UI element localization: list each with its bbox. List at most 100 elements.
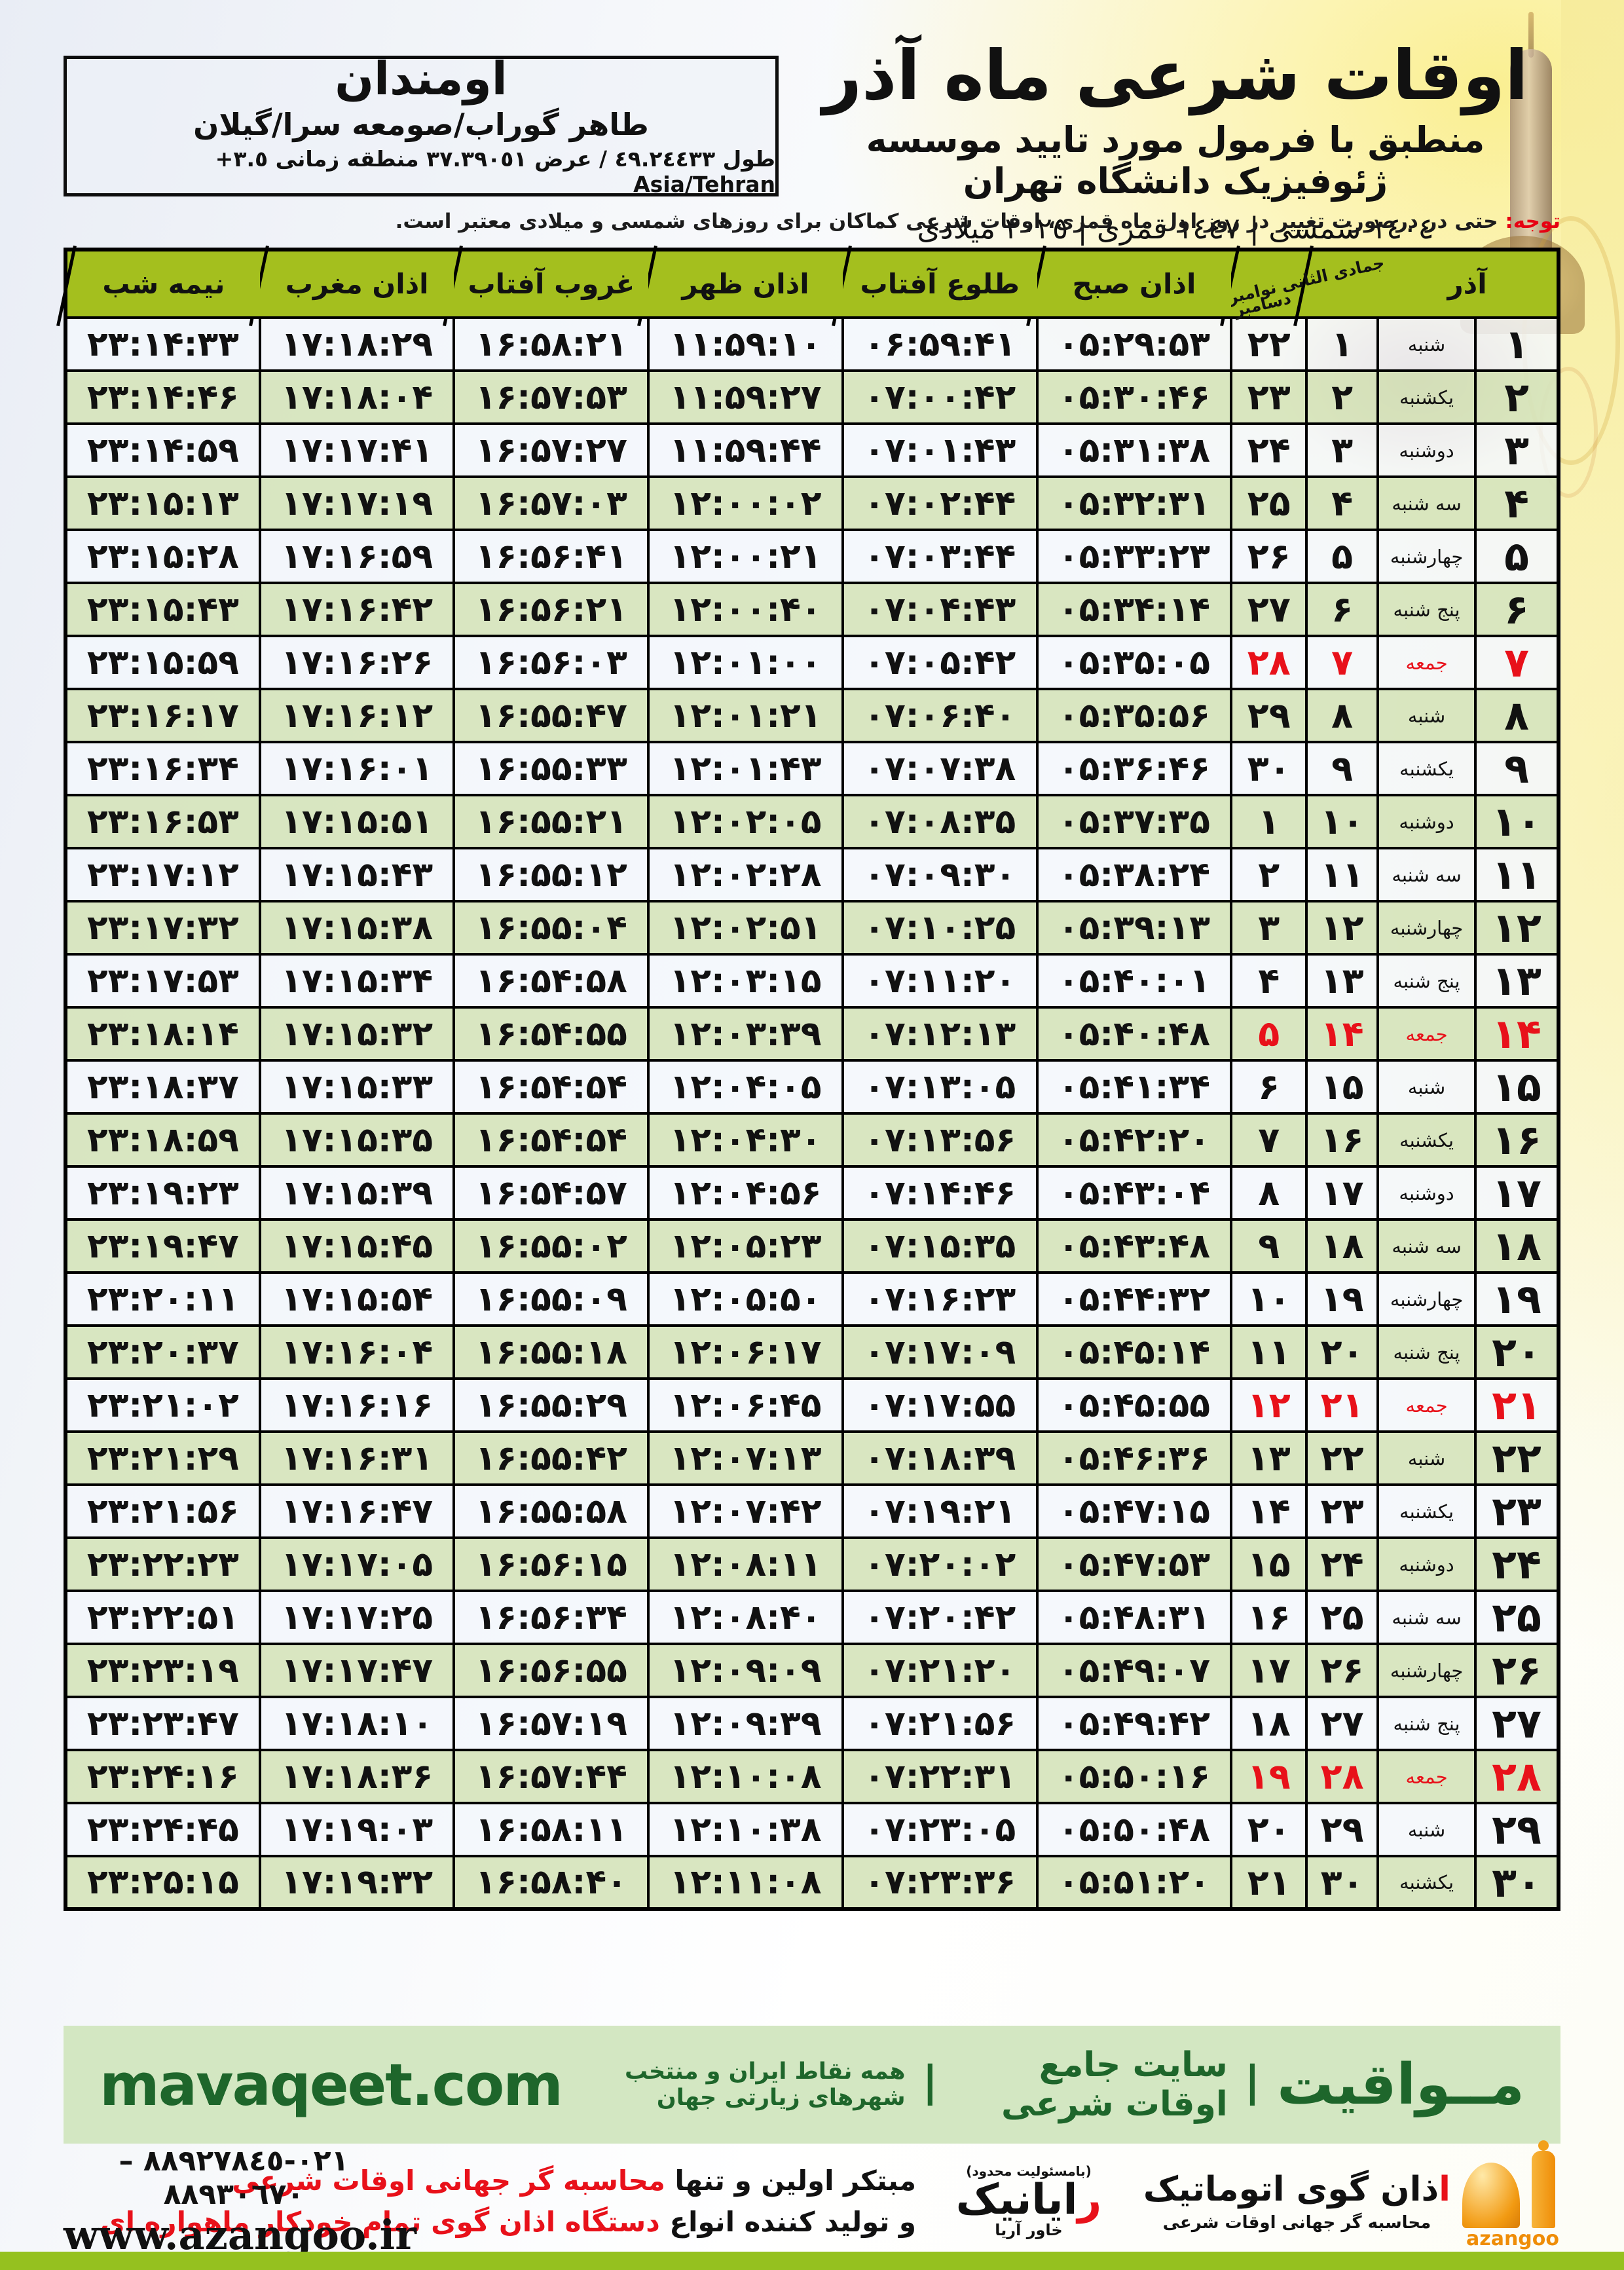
azangoo-dome-icon: azangoo xyxy=(1462,2140,1560,2250)
cell-sunrise: ۰۷:۱۴:۴۶ xyxy=(841,1165,1039,1221)
cell-azan-maghreb: ۱۷:۱۵:۳۵ xyxy=(258,1112,456,1168)
cell-hijri-day: ۲۰ xyxy=(1305,1324,1380,1380)
cell-sunset: ۱۶:۵۸:۴۰ xyxy=(452,1855,650,1910)
cell-azar-day: ۸ xyxy=(1474,688,1560,743)
cell-sunset: ۱۶:۵۵:۰۹ xyxy=(452,1271,650,1327)
cell-sunset: ۱۶:۵۵:۱۲ xyxy=(452,847,650,902)
cell-weekday: شنبه xyxy=(1376,1802,1477,1857)
cell-azar-day: ۱۶ xyxy=(1474,1112,1560,1168)
cell-gregorian-day: ۱۶ xyxy=(1230,1590,1308,1645)
cell-sunrise: ۰۷:۰۵:۴۲ xyxy=(841,635,1039,690)
cell-midnight: ۲۳:۲۲:۲۳ xyxy=(64,1536,261,1592)
table-header-row: آذر جمادی الثانی نوامبر دسامبر اذان صبح … xyxy=(56,245,1559,327)
cell-sunrise: ۰۷:۲۲:۳۱ xyxy=(841,1749,1039,1804)
coords-text: طول ٤٩.٢٤٤٣٣ / عرض ٣٧.٣٩٠٥١ منطقه زمانی xyxy=(275,146,775,172)
table-row: ۱۸ سه شنبه ۱۸ ۹ ۰۵:۴۳:۴۸ ۰۷:۱۵:۳۵ ۱۲:۰۵:۲۳ ۱۶:۵… xyxy=(64,1218,1560,1274)
cell-azan-maghreb: ۱۷:۱۶:۰۴ xyxy=(258,1324,456,1380)
cell-midnight: ۲۳:۱۶:۵۳ xyxy=(64,794,261,849)
cell-weekday: پنج شنبه xyxy=(1376,1696,1477,1751)
cell-weekday: دوشنبه xyxy=(1376,794,1477,849)
cell-azan-maghreb: ۱۷:۱۶:۰۱ xyxy=(258,741,456,796)
cell-sunrise: ۰۷:۰۳:۴۴ xyxy=(841,529,1039,584)
cell-azan-sobh: ۰۵:۴۰:۰۱ xyxy=(1035,953,1233,1009)
cell-azar-day: ۳ xyxy=(1474,422,1560,478)
cell-sunrise: ۰۷:۰۹:۳۰ xyxy=(841,847,1039,902)
footer-bar: مــواقیت | سایت جامع اوقات شرعی | همه نق… xyxy=(64,2026,1560,2144)
bottom-green-bar xyxy=(0,2252,1624,2270)
table-row: ۱۲ چهارشنبه ۱۲ ۳ ۰۵:۳۹:۱۳ ۰۷:۱۰:۲۵ ۱۲:۰۲:۵۱ ۱۶:… xyxy=(64,900,1560,956)
cell-azan-zohr: ۱۲:۰۲:۲۸ xyxy=(647,847,844,902)
cell-azar-day: ۱۳ xyxy=(1474,953,1560,1009)
cell-azan-maghreb: ۱۷:۱۷:۴۱ xyxy=(258,422,456,478)
cell-azan-sobh: ۰۵:۴۸:۳۱ xyxy=(1035,1590,1233,1645)
table-row: ۱۶ یکشنبه ۱۶ ۷ ۰۵:۴۲:۲۰ ۰۷:۱۳:۵۶ ۱۲:۰۴:۳۰ ۱۶:۵۴… xyxy=(64,1112,1560,1168)
cell-hijri-day: ۱۳ xyxy=(1305,953,1380,1009)
cell-gregorian-day: ۱۸ xyxy=(1230,1696,1308,1751)
cell-weekday: سه شنبه xyxy=(1376,1590,1477,1645)
cell-weekday: یکشنبه xyxy=(1376,369,1477,425)
timezone-name: Asia/Tehran xyxy=(633,172,775,198)
cell-azar-day: ۱۱ xyxy=(1474,847,1560,902)
header-hijri-gregorian: جمادی الثانی نوامبر دسامبر xyxy=(1220,245,1386,327)
cell-sunset: ۱۶:۵۵:۰۴ xyxy=(452,900,650,956)
cell-gregorian-day: ۶ xyxy=(1230,1059,1308,1115)
cell-weekday: جمعه xyxy=(1376,1377,1477,1433)
cell-azar-day: ۹ xyxy=(1474,741,1560,796)
cell-weekday: جمعه xyxy=(1376,1749,1477,1804)
cell-weekday: یکشنبه xyxy=(1376,741,1477,796)
cell-azan-maghreb: ۱۷:۱۶:۴۲ xyxy=(258,582,456,637)
cell-azar-day: ۱۲ xyxy=(1474,900,1560,956)
cell-azan-sobh: ۰۵:۴۱:۳۴ xyxy=(1035,1059,1233,1115)
cell-hijri-day: ۱۴ xyxy=(1305,1006,1380,1062)
cell-gregorian-day: ۲۶ xyxy=(1230,529,1308,584)
cell-midnight: ۲۳:۲۵:۱۵ xyxy=(64,1855,261,1910)
cell-hijri-day: ۱۶ xyxy=(1305,1112,1380,1168)
cell-gregorian-day: ۱۹ xyxy=(1230,1749,1308,1804)
cell-gregorian-day: ۵ xyxy=(1230,1006,1308,1062)
footer-taglines: مــواقیت | سایت جامع اوقات شرعی | همه نق… xyxy=(562,2045,1524,2124)
cell-midnight: ۲۳:۱۴:۳۳ xyxy=(64,316,261,372)
cell-midnight: ۲۳:۲۴:۱۶ xyxy=(64,1749,261,1804)
cell-sunrise: ۰۷:۰۷:۳۸ xyxy=(841,741,1039,796)
cell-azan-sobh: ۰۵:۴۷:۵۳ xyxy=(1035,1536,1233,1592)
cell-midnight: ۲۳:۱۷:۱۲ xyxy=(64,847,261,902)
cell-sunrise: ۰۷:۲۰:۴۲ xyxy=(841,1590,1039,1645)
table-row: ۲۰ پنج شنبه ۲۰ ۱۱ ۰۵:۴۵:۱۴ ۰۷:۱۷:۰۹ ۱۲:۰۶:۱۷ ۱۶… xyxy=(64,1324,1560,1380)
cell-weekday: جمعه xyxy=(1376,635,1477,690)
cell-sunrise: ۰۷:۰۰:۴۲ xyxy=(841,369,1039,425)
cell-azan-maghreb: ۱۷:۱۵:۵۴ xyxy=(258,1271,456,1327)
location-name: اومندان xyxy=(335,51,507,105)
cell-azar-day: ۱ xyxy=(1474,316,1560,372)
cell-azan-zohr: ۱۲:۰۰:۲۱ xyxy=(647,529,844,584)
cell-sunrise: ۰۷:۲۱:۲۰ xyxy=(841,1643,1039,1698)
prayer-times-table: آذر جمادی الثانی نوامبر دسامبر اذان صبح … xyxy=(56,245,1560,1911)
cell-azan-maghreb: ۱۷:۱۸:۰۴ xyxy=(258,369,456,425)
cell-azan-maghreb: ۱۷:۱۶:۱۲ xyxy=(258,688,456,743)
cell-weekday: یکشنبه xyxy=(1376,1483,1477,1539)
cell-azan-zohr: ۱۲:۰۱:۰۰ xyxy=(647,635,844,690)
cell-azar-day: ۲۷ xyxy=(1474,1696,1560,1751)
cell-gregorian-day: ۱۳ xyxy=(1230,1430,1308,1486)
cell-midnight: ۲۳:۱۸:۵۹ xyxy=(64,1112,261,1168)
table-row: ۱۰ دوشنبه ۱۰ ۱ ۰۵:۳۷:۳۵ ۰۷:۰۸:۳۵ ۱۲:۰۲:۰۵ ۱۶:۵۵… xyxy=(64,794,1560,849)
rayanik-note: (بامسئولیت محدود) xyxy=(966,2163,1092,2179)
cell-sunset: ۱۶:۵۴:۵۴ xyxy=(452,1112,650,1168)
timezone-offset: +٣.٥ xyxy=(215,146,268,172)
dome-icon xyxy=(1462,2163,1520,2228)
cell-azan-zohr: ۱۲:۱۰:۰۸ xyxy=(647,1749,844,1804)
cell-hijri-day: ۱۷ xyxy=(1305,1165,1380,1221)
cell-hijri-day: ۲۶ xyxy=(1305,1643,1380,1698)
cell-gregorian-day: ۱۷ xyxy=(1230,1643,1308,1698)
cell-sunrise: ۰۷:۰۸:۳۵ xyxy=(841,794,1039,849)
notice-label: توجه: xyxy=(1505,210,1560,233)
cell-gregorian-day: ۱۵ xyxy=(1230,1536,1308,1592)
contact-block: ٠٢١-٨٨٩٢٧٨٤٥ – ٨٨٩٣٠٦٧٠ www.azangoo.ir xyxy=(64,2144,416,2259)
cell-sunrise: ۰۶:۵۹:۴۱ xyxy=(841,316,1039,372)
cell-sunset: ۱۶:۵۴:۵۸ xyxy=(452,953,650,1009)
header-azan-maghreb: اذان مغرب xyxy=(248,245,454,327)
cell-azar-day: ۵ xyxy=(1474,529,1560,584)
cell-azar-day: ۱۸ xyxy=(1474,1218,1560,1274)
cell-azan-sobh: ۰۵:۴۵:۵۵ xyxy=(1035,1377,1233,1433)
cell-midnight: ۲۳:۱۸:۳۷ xyxy=(64,1059,261,1115)
location-region: طاهر گوراب/صومعه سرا/گیلان xyxy=(193,107,649,143)
